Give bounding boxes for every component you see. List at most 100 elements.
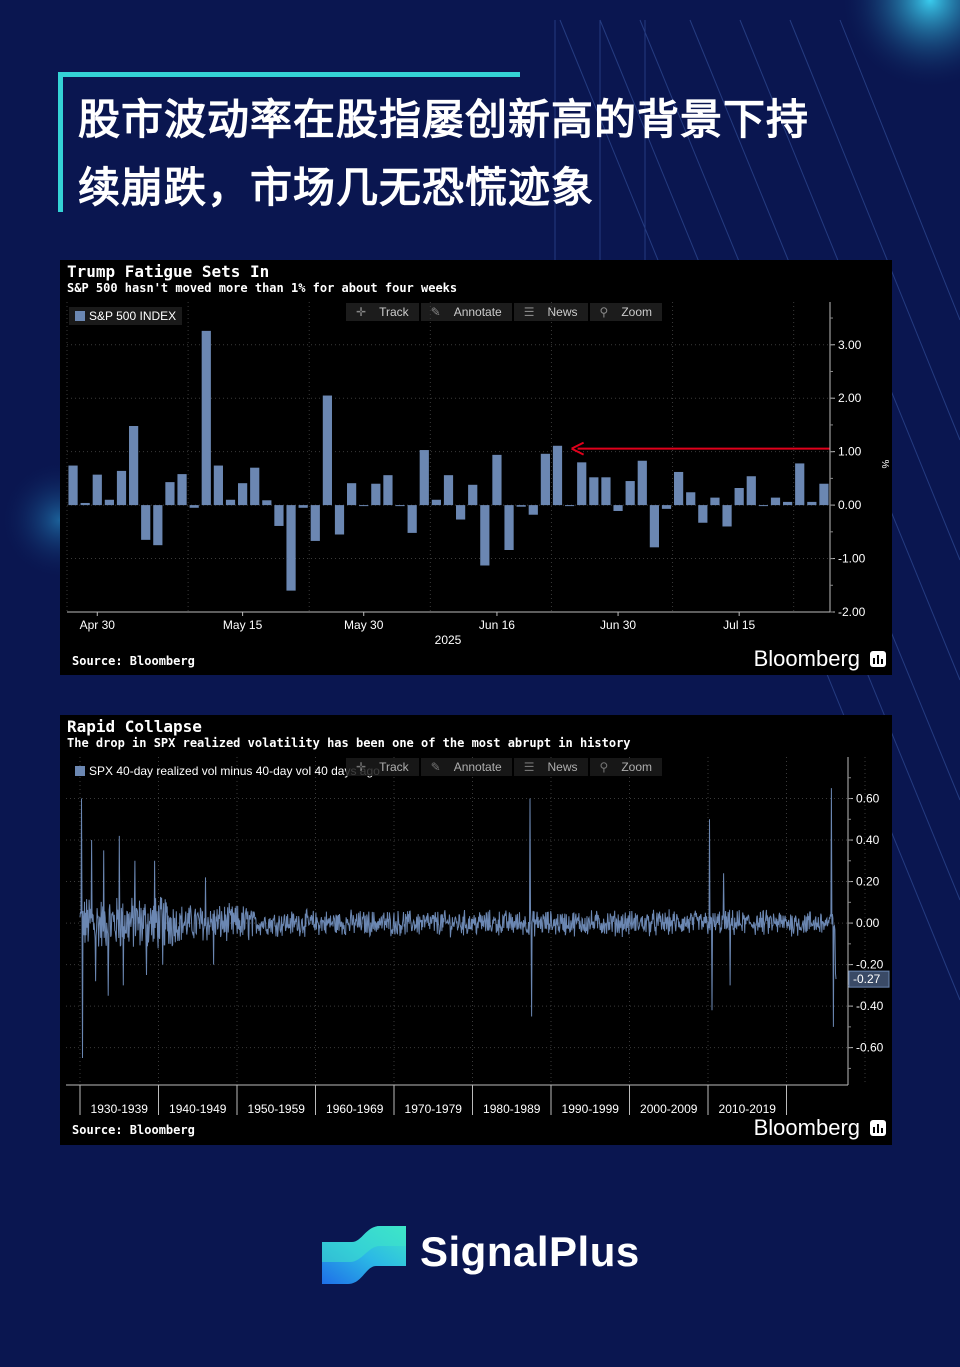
- bar: [625, 481, 635, 506]
- news-label: News: [542, 758, 583, 776]
- bar: [504, 505, 514, 550]
- annotation-arrow-head: [571, 441, 585, 456]
- bar: [674, 471, 684, 506]
- bar: [80, 502, 90, 506]
- bar: [213, 465, 223, 506]
- last-value-badge: [848, 970, 890, 988]
- bar: [552, 445, 563, 506]
- pencil-icon: ✎: [425, 303, 446, 321]
- signalplus-logo-icon: [322, 1226, 406, 1284]
- bar: [722, 505, 732, 527]
- news-icon: ☰: [518, 303, 540, 321]
- x-tick-label: 1980-1989: [483, 1102, 541, 1116]
- track-button[interactable]: ✛ Track: [346, 758, 419, 776]
- x-tick-label: 1940-1949: [169, 1102, 227, 1116]
- chart2-plot: 0.60 0.40 0.20 0.00 -0.20 -0.40 -0.60 -0.27 1930…: [66, 757, 890, 1116]
- bar: [274, 505, 284, 526]
- y-tick-label: 3.00: [838, 338, 862, 352]
- bar: [419, 450, 429, 506]
- bar: [516, 505, 526, 507]
- bar: [734, 488, 744, 506]
- headline-line-1: 股市波动率在股指屡创新高的背景下持: [78, 95, 810, 144]
- bar: [310, 505, 320, 541]
- bar: [262, 500, 272, 506]
- zoom-button[interactable]: ⚲ Zoom: [589, 758, 662, 776]
- x-tick-label: May 30: [344, 618, 384, 632]
- magnifier-icon: ⚲: [594, 303, 614, 321]
- bar: [347, 483, 357, 506]
- chart2-brand: Bloomberg: [753, 1115, 860, 1140]
- chart1-subtitle: S&P 500 hasn't moved more than 1% for ab…: [67, 281, 458, 295]
- headline: 股市波动率在股指屡创新高的背景下持 续崩跌，市场几无恐慌迹象: [78, 86, 918, 222]
- y-tick-label: 0.20: [856, 875, 880, 889]
- bar: [141, 505, 151, 540]
- bar: [371, 483, 381, 506]
- annotate-button[interactable]: ✎ Annotate: [420, 758, 512, 776]
- track-label: Track: [374, 758, 414, 776]
- y-tick-label: 0.60: [856, 792, 880, 806]
- bar: [298, 505, 308, 508]
- track-button[interactable]: ✛ Track: [346, 303, 419, 321]
- crosshair-icon: ✛: [351, 303, 372, 321]
- chart2-toolbar: ✛ Track ✎ Annotate ☰ News ⚲ Zoom: [346, 758, 662, 776]
- chart2-legend-label: SPX 40-day realized vol minus 40-day vol…: [89, 764, 380, 778]
- news-button[interactable]: ☰ News: [513, 303, 588, 321]
- bar: [613, 505, 623, 511]
- annotate-label: Annotate: [448, 303, 507, 321]
- last-value-label: -0.27: [853, 972, 881, 986]
- y-axis-unit: %: [879, 460, 890, 469]
- zoom-label: Zoom: [616, 303, 657, 321]
- x-tick-label: 2010-2019: [719, 1102, 777, 1116]
- crosshair-icon: ✛: [351, 758, 372, 776]
- bar: [746, 476, 756, 506]
- bar: [480, 505, 490, 566]
- bar: [528, 505, 538, 515]
- news-button[interactable]: ☰ News: [513, 758, 588, 776]
- x-tick-label: 1960-1969: [326, 1102, 384, 1116]
- bar: [431, 499, 441, 506]
- y-tick-label: 0.00: [856, 916, 880, 930]
- bar: [540, 453, 550, 506]
- bar: [383, 475, 393, 506]
- zoom-label: Zoom: [616, 758, 657, 776]
- x-axis-year-label: 2025: [435, 633, 462, 647]
- y-tick-label: -2.00: [838, 605, 866, 619]
- zoom-button[interactable]: ⚲ Zoom: [589, 303, 662, 321]
- chart1-title: Trump Fatigue Sets In: [67, 262, 270, 281]
- x-tick-label: 2000-2009: [640, 1102, 698, 1116]
- x-tick-label: Jun 30: [600, 618, 636, 632]
- bar: [443, 475, 454, 506]
- x-tick-label: May 15: [223, 618, 263, 632]
- bar: [116, 470, 127, 506]
- volatility-series-line: [79, 788, 837, 1059]
- y-tick-label: -0.60: [856, 1041, 884, 1055]
- bar: [407, 505, 417, 533]
- chart1-source: Source: Bloomberg: [72, 654, 195, 668]
- chart2-source: Source: Bloomberg: [72, 1123, 195, 1137]
- chart-panel-2: Rapid Collapse The drop in SPX realized …: [60, 715, 892, 1145]
- bar: [68, 465, 78, 506]
- bar: [770, 497, 781, 506]
- chart2-legend: SPX 40-day realized vol minus 40-day vol…: [69, 762, 386, 780]
- y-tick-label: -0.40: [856, 999, 884, 1013]
- x-tick-label: Jul 15: [723, 618, 755, 632]
- chart1-plot: 3.00 2.00 1.00 0.00 -1.00 -2.00% Apr 30 May 15 M…: [66, 302, 890, 647]
- legend-swatch: [75, 766, 85, 776]
- bar: [686, 492, 696, 506]
- pencil-icon: ✎: [425, 758, 446, 776]
- bar: [286, 505, 296, 591]
- headline-box: 股市波动率在股指屡创新高的背景下持 续崩跌，市场几无恐慌迹象: [58, 72, 918, 212]
- bar: [795, 463, 805, 506]
- legend-swatch: [75, 311, 85, 321]
- track-label: Track: [374, 303, 414, 321]
- annotate-button[interactable]: ✎ Annotate: [420, 303, 512, 321]
- headline-accent-left: [58, 72, 63, 212]
- bar: [456, 505, 466, 520]
- x-tick-label: Jun 16: [479, 618, 515, 632]
- bar: [468, 484, 478, 506]
- chart2-subtitle: The drop in SPX realized volatility has …: [67, 736, 631, 750]
- bar: [153, 505, 163, 546]
- bar: [565, 505, 575, 507]
- headline-line-2: 续崩跌，市场几无恐慌迹象: [78, 163, 595, 212]
- bar: [334, 505, 345, 535]
